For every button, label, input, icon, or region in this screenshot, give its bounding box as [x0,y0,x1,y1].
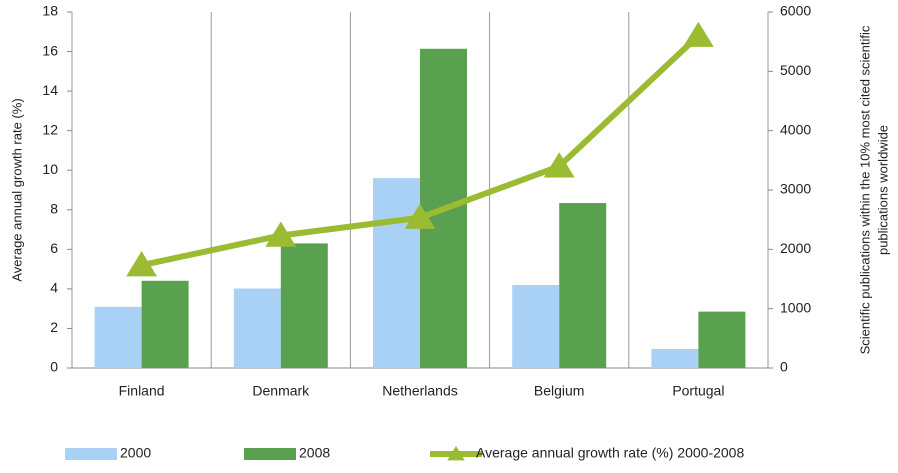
x-tick-label: Belgium [534,383,585,399]
bar [373,178,420,368]
y2-tick-label: 3000 [780,181,811,197]
y-axis-label: Average annual growth rate (%) [9,98,24,281]
y-tick-label: 16 [42,42,58,58]
y-tick-label: 10 [42,161,58,177]
y-tick-label: 14 [42,82,58,98]
legend-swatch [244,448,296,460]
y-tick-label: 12 [42,121,58,137]
y2-tick-label: 1000 [780,299,811,315]
y2-tick-label: 6000 [780,3,811,19]
y2-tick-label: 2000 [780,240,811,256]
marker [265,221,297,247]
bar [559,203,607,368]
marker [126,251,157,277]
legend-marker [447,446,465,461]
bar [512,284,560,368]
y-tick-label: 8 [50,200,58,216]
marker [543,152,575,178]
marker [404,203,436,229]
marker [683,21,714,47]
y-tick-label: 18 [42,3,58,19]
legend-label: 2008 [299,445,330,461]
y2-axis-label: publications worldwide [875,125,890,255]
y2-tick-label: 5000 [780,62,811,78]
y-tick-label: 2 [50,319,58,335]
y-tick-label: 4 [50,280,58,296]
y2-tick-label: 0 [780,359,788,375]
bar [651,349,699,368]
x-tick-label: Finland [119,383,165,399]
y2-tick-label: 4000 [780,121,811,137]
y-tick-label: 0 [50,359,58,375]
bar [94,306,142,368]
y2-axis-label: Scientific publications within the 10% m… [857,25,872,354]
y-tick-label: 6 [50,240,58,256]
legend-swatch [65,448,117,460]
x-tick-label: Netherlands [382,383,458,399]
bar [280,243,328,368]
bar [233,288,281,368]
x-tick-label: Denmark [252,383,310,399]
legend-label: Average annual growth rate (%) 2000-2008 [476,445,744,461]
bar [698,311,746,368]
x-tick-label: Portugal [672,383,724,399]
bar [141,280,189,368]
legend-label: 2000 [120,445,151,461]
